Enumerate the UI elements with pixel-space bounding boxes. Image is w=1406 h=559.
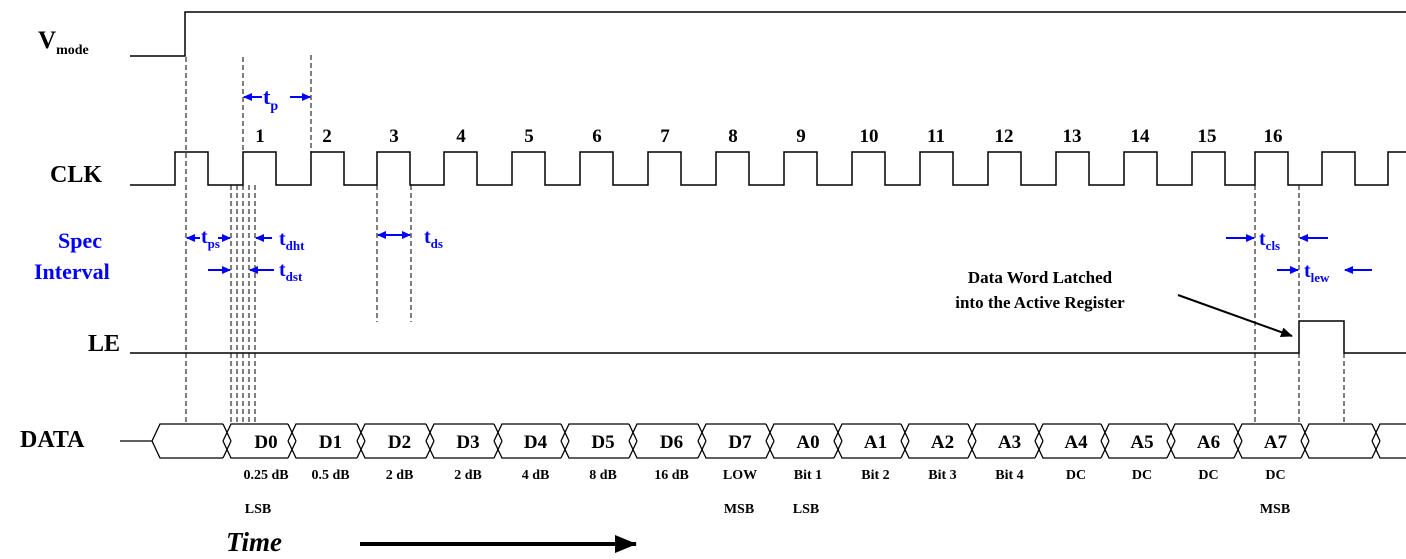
bit-value: DC xyxy=(1132,468,1152,483)
tlew-label: tlew xyxy=(1304,260,1330,285)
annotation-line-2: into the Active Register xyxy=(955,293,1125,312)
bit-value: DC xyxy=(1265,468,1285,483)
data-word: A2 xyxy=(931,432,954,453)
clock-number: 3 xyxy=(389,126,399,147)
tdht-label: tdht xyxy=(279,228,305,253)
clk-waveform xyxy=(130,151,1406,186)
annotation-line-1: Data Word Latched xyxy=(968,268,1113,287)
tp-label: tp xyxy=(263,84,278,114)
bit-value: DC xyxy=(1066,468,1086,483)
data-word: D2 xyxy=(388,432,411,453)
data-word: D4 xyxy=(524,432,548,453)
bit-value: 2 dB xyxy=(386,468,414,483)
clock-number: 13 xyxy=(1063,126,1082,147)
bit-values: 0.25 dB 0.5 dB 2 dB 2 dB 4 dB 8 dB 16 dB LOW Bit… xyxy=(243,468,1285,483)
clock-number: 16 xyxy=(1264,126,1283,147)
data-word: A1 xyxy=(864,432,887,453)
tps-label: tps xyxy=(201,226,220,251)
clock-number: 10 xyxy=(860,126,879,147)
vmode-waveform xyxy=(130,11,1406,57)
tds-label: tds xyxy=(424,226,443,251)
clock-number: 12 xyxy=(995,126,1014,147)
bit-value: Bit 2 xyxy=(861,468,889,483)
data-bus xyxy=(120,423,1406,459)
bit-value: 8 dB xyxy=(589,468,617,483)
bit-value: Bit 3 xyxy=(928,468,956,483)
clock-number: 8 xyxy=(728,126,738,147)
reference-lines xyxy=(185,55,1345,424)
data-word: A3 xyxy=(998,432,1021,453)
clk-label: CLK xyxy=(50,162,102,188)
vmode-label: Vmode xyxy=(38,27,89,58)
clock-number: 2 xyxy=(322,126,332,147)
d0-lsb-note: LSB xyxy=(245,502,271,517)
bit-value: DC xyxy=(1198,468,1218,483)
spec-label: Spec xyxy=(58,228,102,253)
bit-value: Bit 4 xyxy=(995,468,1023,483)
bit-value: 2 dB xyxy=(454,468,482,483)
clock-number: 6 xyxy=(592,126,602,147)
d7-msb-note: MSB xyxy=(724,502,754,517)
clock-number: 1 xyxy=(255,126,265,147)
clock-number: 14 xyxy=(1131,126,1151,147)
data-word: D5 xyxy=(591,432,614,453)
data-word: D1 xyxy=(319,432,342,453)
data-words: D0 D1 D2 D3 D4 D5 D6 D7 A0 A1 A2 A3 A4 A5 A6 A7 xyxy=(254,432,1287,453)
timing-arrows xyxy=(186,93,1372,274)
clock-number: 5 xyxy=(524,126,534,147)
data-word: A4 xyxy=(1064,432,1088,453)
data-label: DATA xyxy=(20,427,85,453)
interval-label: Interval xyxy=(34,259,110,284)
data-word: D0 xyxy=(254,432,277,453)
data-word: A7 xyxy=(1264,432,1288,453)
le-waveform xyxy=(130,320,1406,354)
tcls-label: tcls xyxy=(1259,228,1280,253)
time-label: Time xyxy=(226,527,282,557)
data-word: A6 xyxy=(1197,432,1220,453)
bit-value: 0.25 dB xyxy=(243,468,288,483)
data-word: D3 xyxy=(456,432,479,453)
bit-value: 4 dB xyxy=(522,468,550,483)
bit-value: LOW xyxy=(723,468,757,483)
le-label: LE xyxy=(88,331,120,357)
clock-numbers: 1 2 3 4 5 6 7 8 9 10 11 12 13 14 15 16 xyxy=(255,126,1282,147)
a0-lsb-note: LSB xyxy=(793,502,819,517)
data-word: A5 xyxy=(1130,432,1153,453)
bit-value: 0.5 dB xyxy=(311,468,349,483)
clock-number: 15 xyxy=(1198,126,1217,147)
bit-value: 16 dB xyxy=(654,468,689,483)
data-word: D6 xyxy=(660,432,683,453)
clock-number: 7 xyxy=(660,126,670,147)
bit-value: Bit 1 xyxy=(794,468,822,483)
a7-msb-note: MSB xyxy=(1260,502,1290,517)
data-word: D7 xyxy=(728,432,752,453)
tdst-label: tdst xyxy=(279,259,303,284)
clock-number: 4 xyxy=(456,126,466,147)
data-word: A0 xyxy=(796,432,819,453)
clock-number: 9 xyxy=(796,126,806,147)
clock-number: 11 xyxy=(927,126,945,147)
annotation-arrow xyxy=(1177,294,1293,337)
